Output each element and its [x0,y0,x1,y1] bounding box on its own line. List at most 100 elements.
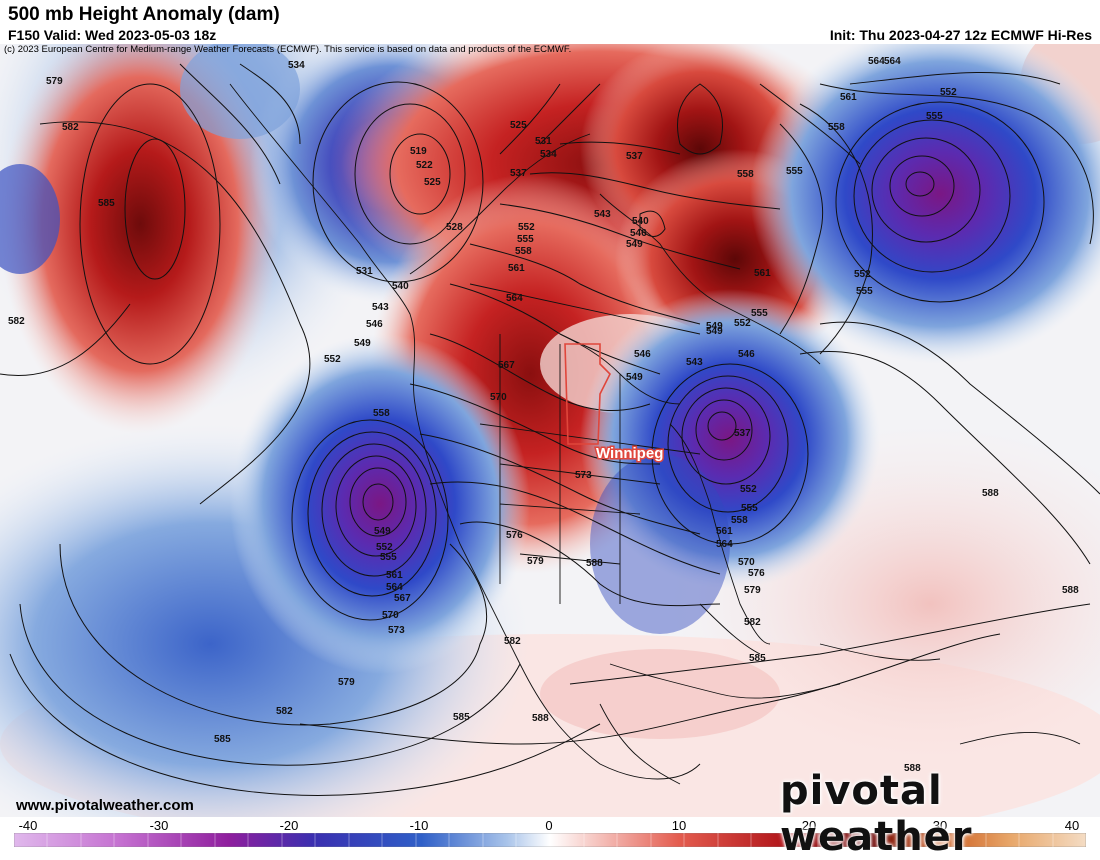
copyright-notice: (c) 2023 European Centre for Medium-rang… [4,44,572,55]
colorbar-tick: 30 [932,818,948,833]
contour-label: 570 [382,610,399,621]
contour-label: 555 [926,111,943,122]
map-title: 500 mb Height Anomaly (dam) [8,4,280,25]
contour-label: 561 [508,263,525,274]
contour-label: 558 [373,408,390,419]
contour-label: 579 [46,76,63,87]
contour-label: 531 [535,136,552,147]
contour-label: 573 [575,470,592,481]
colorbar [14,833,1086,847]
contour-label: 537 [510,168,527,179]
contour-label: 579 [744,585,761,596]
contour-label: 558 [515,246,532,257]
height-anomaly-map: Winnipeg 579 582 585 534 519 522 525 528… [0,44,1100,821]
contour-label: 549 [706,326,723,337]
contour-label: 531 [356,266,373,277]
colorbar-tick: 10 [671,818,687,833]
website-url: www.pivotalweather.com [16,797,194,814]
header: 500 mb Height Anomaly (dam) F150 Valid: … [0,0,1100,50]
contour-label: 582 [8,316,25,327]
contour-labels: 579 582 585 534 519 522 525 528 525 531 … [8,56,1079,774]
contour-label: 561 [716,526,733,537]
contour-label: 588 [586,558,603,569]
contour-label: 537 [734,428,751,439]
contour-label: 561 [386,570,403,581]
contour-label: 564 [868,56,885,67]
contour-label: 564 [386,582,403,593]
contour-label: 585 [98,198,115,209]
contour-label: 582 [744,617,761,628]
contour-label: 540 [632,216,649,227]
contour-label: 546 [366,319,383,330]
contour-label: 579 [338,677,355,688]
contour-label: 555 [517,234,534,245]
contour-label: 564 [884,56,901,67]
contour-label: 543 [686,357,703,368]
contour-label: 522 [416,160,433,171]
contour-label: 582 [276,706,293,717]
contour-label: 546 [738,349,755,360]
contour-label: 543 [594,209,611,220]
contour-label: 585 [214,734,231,745]
colorbar-tick: 0 [545,818,553,833]
contour-label: 549 [626,372,643,383]
contour-label: 549 [706,321,723,332]
contour-label: 537 [626,151,643,162]
contour-label: 582 [62,122,79,133]
contour-label: 552 [734,318,751,329]
contour-label: 546 [630,228,647,239]
contour-label: 555 [741,503,758,514]
contour-label: 528 [446,222,463,233]
contour-label: 546 [634,349,651,360]
init-time: Init: Thu 2023-04-27 12z ECMWF Hi-Res [829,27,1092,43]
contour-label: 582 [504,636,521,647]
contour-label: 549 [374,526,391,537]
contour-label: 576 [748,568,765,579]
contour-label: 573 [388,625,405,636]
contour-label: 534 [288,60,305,71]
contour-label: 552 [940,87,957,98]
contour-label: 519 [410,146,427,157]
colorbar-tick: -20 [279,818,299,833]
contour-label: 552 [324,354,341,365]
contour-label: 555 [380,552,397,563]
contour-label: 558 [737,169,754,180]
colorbar-tick: -30 [149,818,169,833]
contour-label: 579 [527,556,544,567]
contour-label: 525 [424,177,441,188]
contour-label: 555 [856,286,873,297]
contour-label: 585 [453,712,470,723]
contour-label: 564 [506,293,523,304]
brand-logo: pivotal weather [780,768,973,860]
contour-label: 588 [904,763,921,774]
contour-label: 552 [376,542,393,553]
colorbar-ticks: -40 -30 -20 -10 0 10 20 30 40 [0,817,1100,833]
contour-label: 552 [518,222,535,233]
colorbar-tick: -40 [18,818,38,833]
city-label-winnipeg: Winnipeg [596,445,663,462]
contour-label: 549 [354,338,371,349]
contour-label: 549 [626,239,643,250]
contour-label: 570 [490,392,507,403]
contour-label: 588 [532,713,549,724]
contour-label: 558 [731,515,748,526]
contour-label: 585 [749,653,766,664]
contour-label: 564 [716,539,733,550]
contour-label: 543 [372,302,389,313]
contour-label: 588 [1062,585,1079,596]
contour-label: 561 [754,268,771,279]
contour-label: 552 [740,484,757,495]
valid-time: F150 Valid: Wed 2023-05-03 18z [8,27,217,43]
contour-label: 555 [786,166,803,177]
contour-label: 558 [828,122,845,133]
coastlines [229,83,1081,785]
contour-label: 570 [738,557,755,568]
colorbar-tick: 20 [801,818,817,833]
contour-label: 552 [854,269,871,280]
contour-label: 576 [506,530,523,541]
contour-label: 561 [840,92,857,103]
contour-label: 588 [982,488,999,499]
manitoba-outline [564,343,611,445]
contour-label: 534 [540,149,557,160]
colorbar-tick: 40 [1064,818,1080,833]
